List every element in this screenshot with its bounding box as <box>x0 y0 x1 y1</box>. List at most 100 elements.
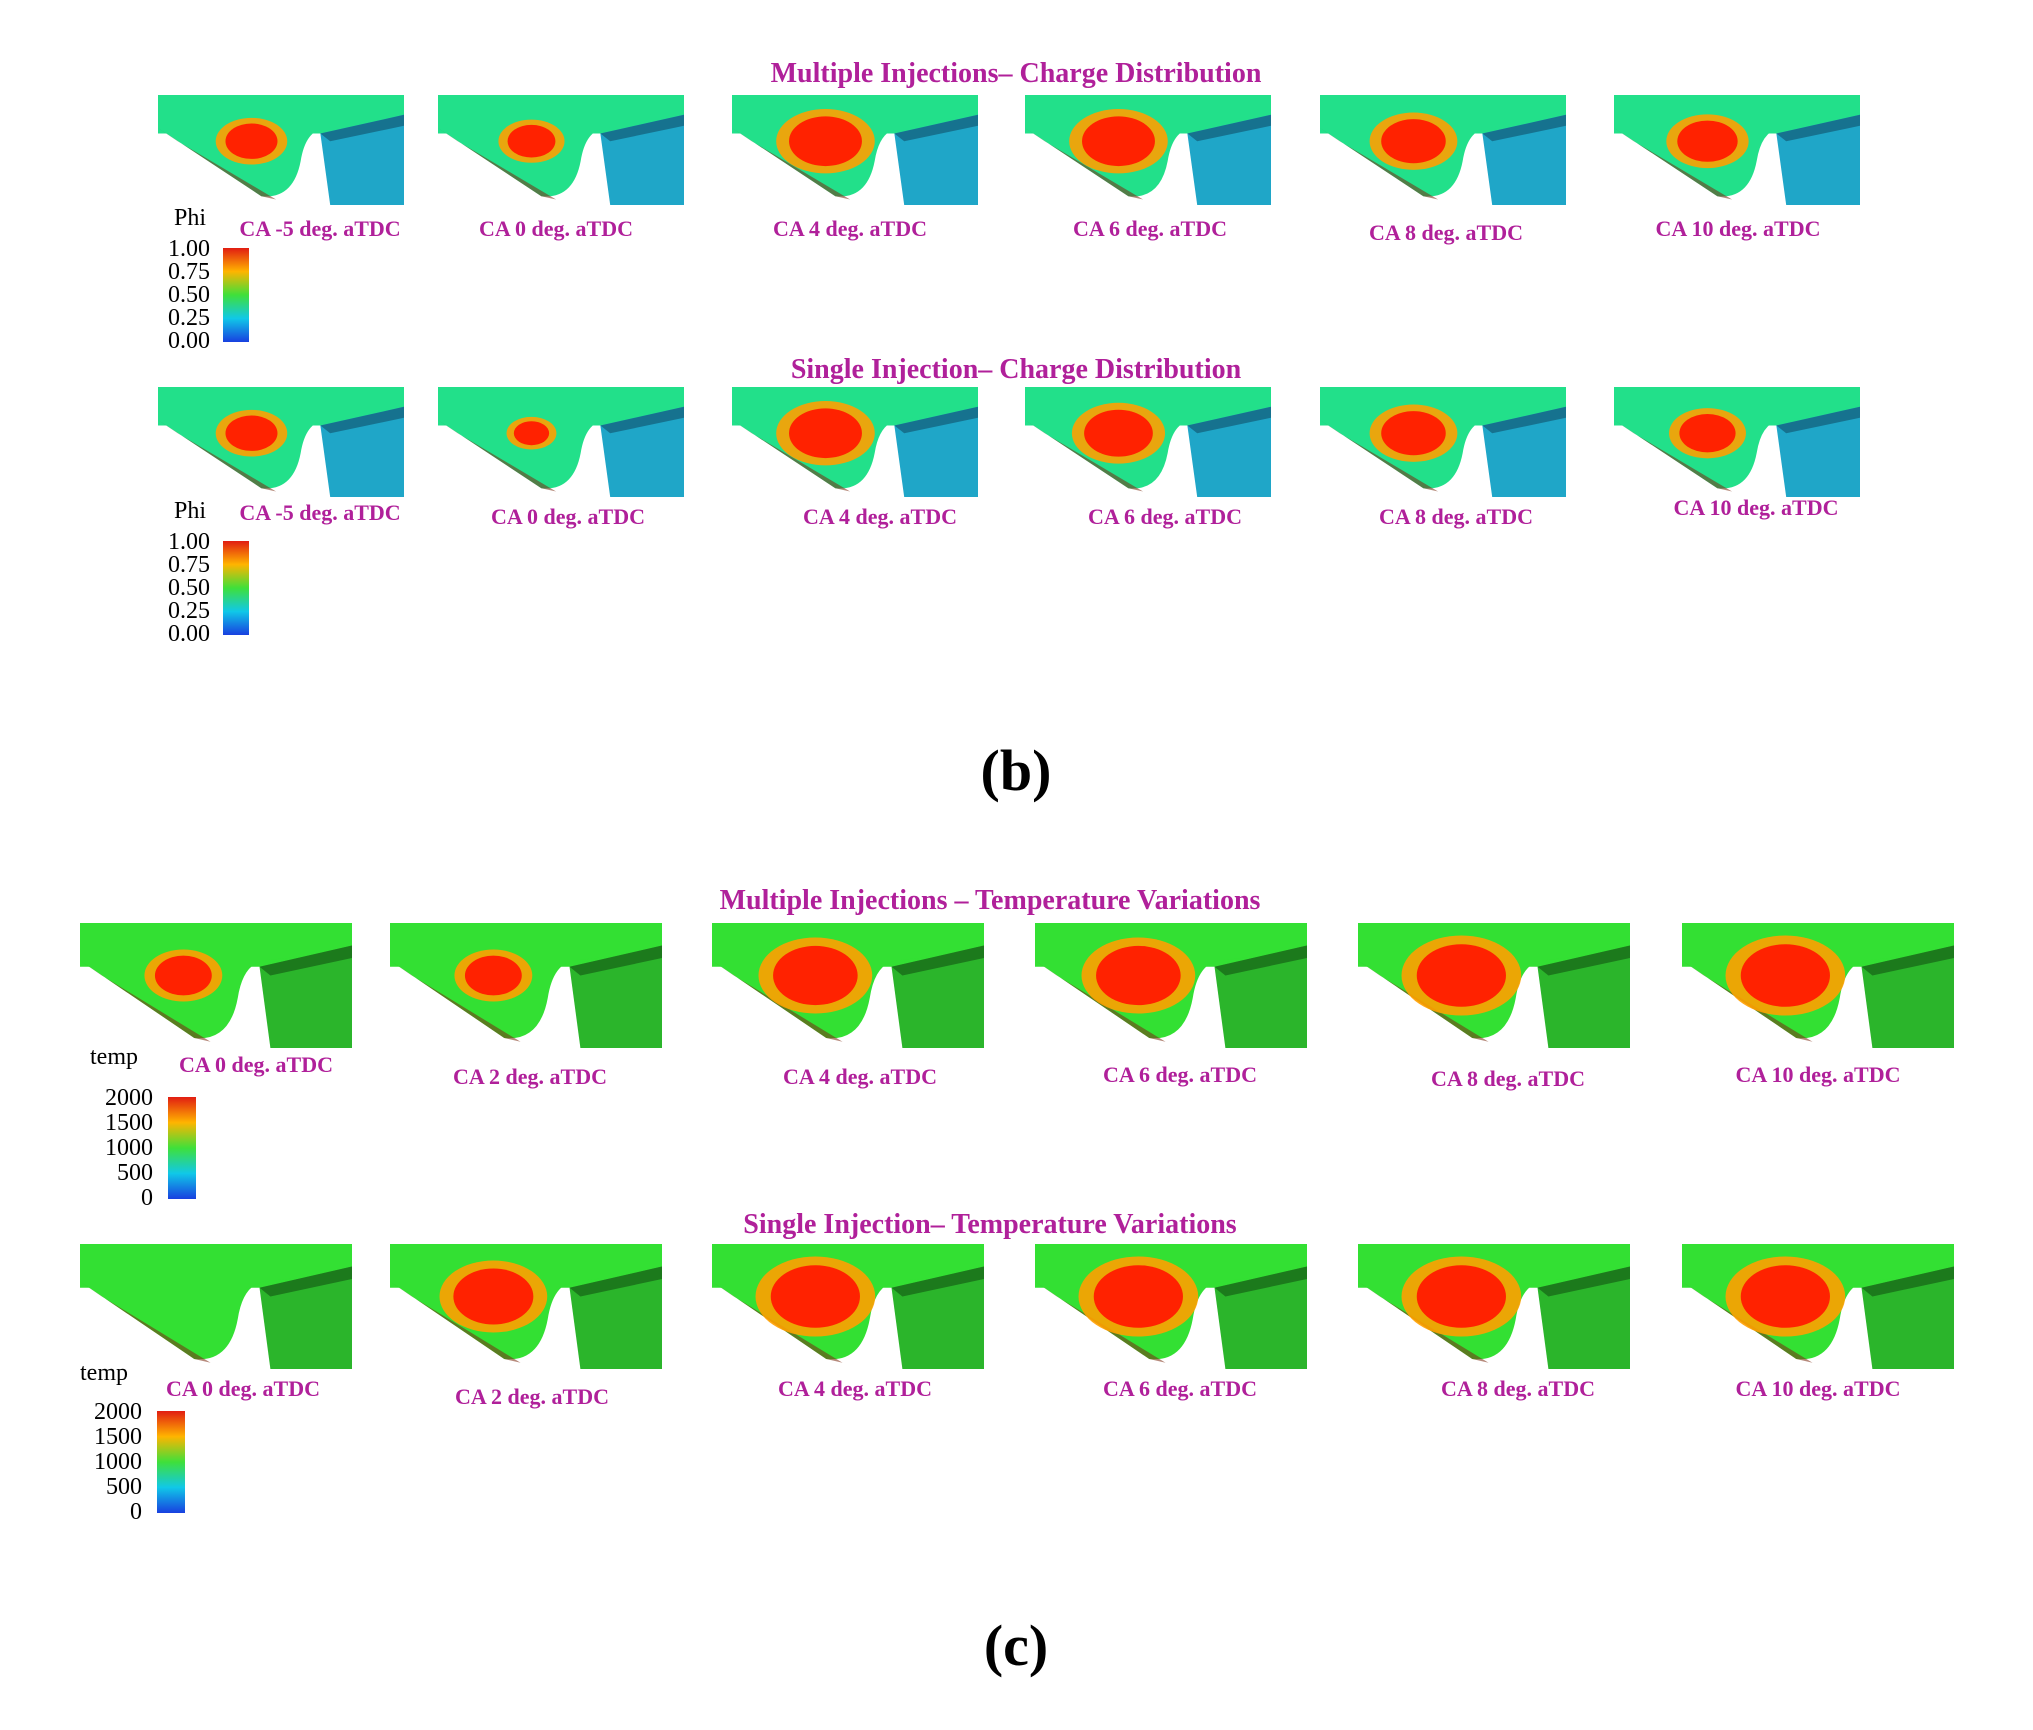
legend-title: Phi <box>174 498 206 524</box>
hot-region <box>464 955 522 996</box>
snapshot-frame <box>158 387 404 497</box>
frame-caption: CA 8 deg. aTDC <box>1369 220 1523 245</box>
snapshot-frame <box>1320 95 1566 205</box>
snapshot-frame <box>732 387 978 497</box>
hot-region <box>507 124 556 158</box>
color-scale-bar <box>223 541 249 635</box>
frame-caption: CA 6 deg. aTDC <box>1088 504 1242 529</box>
hot-region <box>1381 411 1446 456</box>
snapshot-frame <box>438 387 684 497</box>
hot-region <box>453 1268 534 1325</box>
snapshot-frame <box>712 1244 984 1369</box>
cylinder-wall-shade <box>894 114 978 142</box>
snapshot-frame <box>438 95 684 205</box>
legend-phi-single: Phi 1.00 0.75 0.50 0.25 0.00 <box>168 498 249 647</box>
legend-tick: 0 <box>130 1499 142 1525</box>
frame-caption: CA 8 deg. aTDC <box>1379 504 1533 529</box>
legend-tick: 0.50 <box>168 282 210 308</box>
legend-tick: 500 <box>106 1474 142 1500</box>
cylinder-wall-shade <box>569 945 662 976</box>
frame-caption: CA -5 deg. aTDC <box>239 216 400 241</box>
panel-b: Multiple Injections– Charge Distribution… <box>158 58 1860 803</box>
hot-region <box>1096 945 1181 1006</box>
snapshot-frame <box>390 1244 662 1369</box>
frame-caption: CA 0 deg. aTDC <box>179 1052 333 1077</box>
snapshot-frame <box>1025 95 1271 205</box>
cylinder-wall-shade <box>891 945 984 976</box>
legend-temp-multiple: temp 2000 1500 1000 500 0 <box>90 1044 196 1211</box>
cylinder-wall-shade <box>1214 1266 1307 1297</box>
cylinder-wall-shade <box>259 1266 352 1297</box>
snapshot-frame <box>1682 1244 1954 1369</box>
frame-caption: CA 10 deg. aTDC <box>1735 1062 1900 1087</box>
legend-tick: 2000 <box>105 1085 153 1111</box>
cylinder-wall-shade <box>1187 406 1271 434</box>
legend-tick: 0.25 <box>168 305 210 331</box>
frame-caption: CA 2 deg. aTDC <box>453 1064 607 1089</box>
legend-tick: 1000 <box>105 1135 153 1161</box>
row-title-multiple-charge: Multiple Injections– Charge Distribution <box>771 58 1262 89</box>
snapshot-frame <box>80 1244 352 1369</box>
bowl-section <box>438 387 684 489</box>
hot-region <box>225 415 278 451</box>
snapshot-frame <box>1320 387 1566 497</box>
snapshot-frame <box>1358 1244 1630 1369</box>
legend-tick: 0.00 <box>168 328 210 354</box>
snapshot-frame <box>80 923 352 1048</box>
frame-caption: CA -5 deg. aTDC <box>239 500 400 525</box>
cylinder-wall-shade <box>1482 114 1566 142</box>
legend-tick: 1.00 <box>168 529 210 555</box>
frame-caption: CA 6 deg. aTDC <box>1073 216 1227 241</box>
hot-region <box>1416 1265 1506 1328</box>
frame-caption: CA 6 deg. aTDC <box>1103 1062 1257 1087</box>
snapshot-frame <box>1025 387 1271 497</box>
snapshot-frame <box>1035 923 1307 1048</box>
color-scale-bar <box>157 1411 185 1513</box>
frame-caption: CA 4 deg. aTDC <box>783 1064 937 1089</box>
bowl-section <box>80 1244 352 1360</box>
color-scale-bar <box>168 1097 196 1199</box>
panel-label-c: (c) <box>984 1613 1048 1678</box>
hot-region <box>1093 1265 1183 1328</box>
snapshot-frame <box>1035 1244 1307 1369</box>
frames-row-single-charge: CA -5 deg. aTDC CA 0 deg. aTDC CA 4 deg. a… <box>158 387 1860 529</box>
hot-region <box>1740 944 1830 1007</box>
cylinder-wall-shade <box>1776 114 1860 142</box>
hot-region <box>1381 119 1446 164</box>
legend-title: temp <box>90 1044 138 1070</box>
cylinder-wall-shade <box>600 114 684 142</box>
legend-tick: 0.00 <box>168 621 210 647</box>
frame-caption: CA 6 deg. aTDC <box>1103 1376 1257 1401</box>
frames-row-multiple-charge: CA -5 deg. aTDC CA 0 deg. aTDC CA 4 deg. a… <box>158 95 1860 245</box>
cylinder-wall-shade <box>259 945 352 976</box>
legend-tick: 0 <box>141 1185 153 1211</box>
hot-region <box>1082 116 1155 167</box>
legend-tick: 500 <box>117 1160 153 1186</box>
cylinder-wall-shade <box>320 406 404 434</box>
frames-row-single-temperature: CA 0 deg. aTDC CA 2 deg. aTDC CA 4 deg. aT… <box>80 1244 1954 1409</box>
snapshot-frame <box>1614 95 1860 205</box>
frame-caption: CA 10 deg. aTDC <box>1655 216 1820 241</box>
frame-caption: CA 0 deg. aTDC <box>166 1376 320 1401</box>
frame-caption: CA 10 deg. aTDC <box>1735 1376 1900 1401</box>
legend-temp-single: temp 2000 1500 1000 500 0 <box>80 1360 185 1525</box>
hot-region <box>1084 409 1153 457</box>
legend-tick: 0.25 <box>168 598 210 624</box>
cylinder-wall-shade <box>1537 1266 1630 1297</box>
panel-c: Multiple Injections – Temperature Variat… <box>80 885 1954 1678</box>
cylinder-wall-shade <box>1776 406 1860 434</box>
frame-caption: CA 4 deg. aTDC <box>773 216 927 241</box>
row-title-single-temperature: Single Injection– Temperature Variations <box>743 1209 1237 1240</box>
cylinder-wall-shade <box>320 114 404 142</box>
frame-caption: CA 8 deg. aTDC <box>1431 1066 1585 1091</box>
hot-region <box>773 945 858 1006</box>
cylinder-wall-shade <box>894 406 978 434</box>
cylinder-wall-shade <box>600 406 684 434</box>
snapshot-frame <box>732 95 978 205</box>
cylinder-wall-shade <box>1861 945 1954 976</box>
legend-title: Phi <box>174 205 206 231</box>
snapshot-frame <box>158 95 404 205</box>
hot-region <box>789 408 862 459</box>
frame-caption: CA 4 deg. aTDC <box>778 1376 932 1401</box>
hot-region <box>789 116 862 167</box>
